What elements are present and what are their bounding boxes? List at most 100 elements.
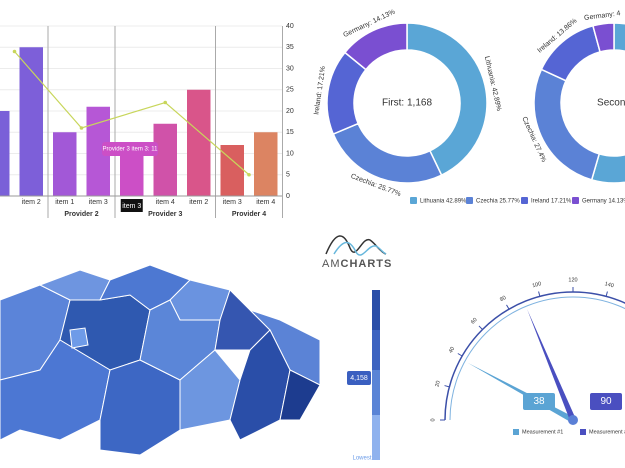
map-region (69, 327, 89, 349)
legend-label: Lithuania 42.89% (420, 199, 467, 205)
logo-light: AM (322, 258, 341, 270)
gauge-arc (444, 291, 625, 421)
logo-bold: CHARTS (341, 258, 393, 270)
gauge-tick (478, 325, 483, 330)
bar (19, 47, 43, 196)
gauge-tick (444, 385, 450, 388)
map (0, 264, 321, 456)
legend-swatch (521, 197, 528, 204)
value-box (523, 393, 555, 410)
heat-hover-label: 4,158 (350, 375, 368, 382)
x-tick-label: item 2 (22, 199, 41, 206)
gauge-tick-label: 120 (568, 277, 577, 283)
bar (86, 106, 110, 196)
gauge-tick-label: 100 (532, 281, 542, 289)
legend-label: Measurement #2 (589, 429, 625, 435)
legend-label: Czechia 25.77% (476, 199, 520, 205)
legend-swatch (513, 429, 519, 435)
slice (533, 68, 601, 181)
line-point (12, 49, 17, 54)
gauge-arc-inner (449, 296, 625, 421)
y-tick-label: 20 (286, 108, 294, 115)
value-box (590, 393, 622, 410)
y-tick-label: 15 (286, 129, 294, 136)
y-tick-label: 10 (286, 150, 294, 157)
group-label: Provider 4 (232, 211, 266, 218)
line-point (79, 126, 84, 130)
heat-segment (372, 330, 380, 370)
heat-segment (372, 290, 380, 330)
pie-title: First: 1,168 (382, 98, 432, 109)
tooltip-bg (102, 142, 158, 156)
bar (120, 149, 144, 196)
gauge-tick (457, 353, 463, 357)
gauge-tick-label: 60 (470, 317, 479, 326)
map-region (279, 369, 321, 421)
slice-label: Germany: 4 (584, 10, 621, 22)
legend-label: Germany 14.13% (582, 199, 625, 205)
x-tick-label: item 4 (256, 199, 275, 206)
slice-label: Ireland: 17.21% (313, 66, 327, 116)
slice (590, 22, 625, 184)
logo-text: AMCHARTS (322, 258, 392, 270)
gauge-pivot (568, 415, 578, 425)
y-tick-label: 30 (286, 65, 294, 72)
group-label: Provider 3 (148, 211, 182, 218)
gauge-tick (605, 291, 608, 297)
y-tick-label: 40 (286, 23, 294, 30)
y-tick-label: 5 (286, 172, 290, 179)
gauge-tick (506, 304, 510, 310)
line-point (163, 100, 168, 105)
gauge-tick-label: 140 (604, 281, 614, 289)
x-tick-label: item 4 (156, 199, 175, 206)
gauge-tick-label: 0 (430, 418, 436, 421)
heat-segment (372, 370, 380, 415)
slice (592, 22, 615, 53)
cursor-label-bg (120, 199, 143, 212)
slice (540, 24, 601, 82)
bar (220, 145, 244, 196)
value-label: 38 (533, 396, 545, 407)
heat-legend (372, 290, 380, 460)
gauge-tick (538, 291, 541, 297)
group-label: Provider 2 (64, 211, 98, 218)
tooltip: Provider 3 item 3: 11 (103, 147, 159, 153)
legend-swatch (580, 429, 586, 435)
gauge-tick-label: 80 (499, 295, 507, 303)
heat-min-label: Lowest (352, 456, 371, 462)
legend-swatch (410, 197, 417, 204)
needle (527, 309, 576, 422)
heat-segment (372, 415, 380, 460)
bar (153, 123, 177, 196)
gauge-tick-label: 20 (435, 380, 442, 387)
x-tick-label: item 2 (189, 199, 208, 206)
logo: AMCHARTS (322, 235, 392, 270)
x-tick-label: item 3 (89, 199, 108, 206)
slice (332, 122, 443, 184)
legend-label: Ireland 17.21% (531, 199, 572, 205)
y-tick-label: 35 (286, 44, 294, 51)
legend-label: Measurement #1 (522, 429, 563, 435)
pie-title: Second (597, 98, 625, 109)
value-label: 90 (600, 396, 612, 407)
heat-hover (347, 371, 371, 385)
bar (53, 132, 77, 196)
legend-swatch (572, 197, 579, 204)
cursor-label: item 3 (122, 203, 141, 210)
x-tick-label: item 1 (55, 199, 74, 206)
legend-swatch (466, 197, 473, 204)
gauge-tick-label: 40 (448, 346, 456, 354)
bar (0, 111, 10, 196)
slice (343, 22, 408, 71)
line-point (247, 172, 251, 177)
bar (254, 132, 278, 196)
logo-wave (333, 241, 387, 256)
slice (406, 22, 488, 177)
line (14, 51, 250, 176)
x-tick-label: item 3 (223, 199, 242, 206)
y-tick-label: 0 (286, 193, 290, 200)
y-tick-label: 25 (286, 87, 294, 94)
needle (467, 362, 575, 423)
